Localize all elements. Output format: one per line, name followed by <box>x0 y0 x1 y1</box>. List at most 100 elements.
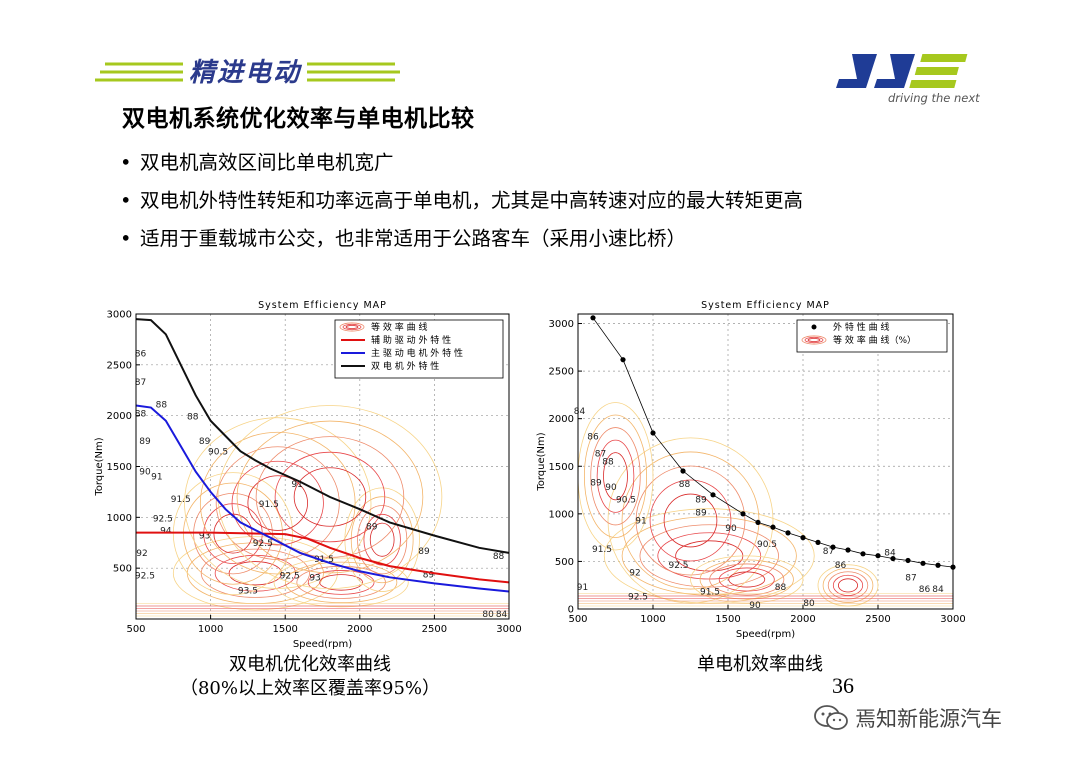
x-tick-label: 2000 <box>347 624 372 635</box>
contour-label: 86 <box>135 350 147 360</box>
x-tick-label: 2000 <box>790 614 815 625</box>
contour-line <box>255 436 405 558</box>
contour-label: 89 <box>366 523 378 533</box>
contour-line <box>319 574 364 591</box>
contour-line <box>639 524 779 588</box>
contour-label: 89 <box>418 547 430 557</box>
brand-logo-left: 精进电动 <box>95 50 405 94</box>
legend-swatch <box>345 325 359 329</box>
chart-title: System Efficiency MAP <box>701 300 830 311</box>
contour-line <box>293 467 367 527</box>
x-axis-label: Speed(rpm) <box>736 629 795 640</box>
y-axis-label: Torque(Nm) <box>94 437 105 496</box>
contour-line <box>728 571 766 588</box>
contour-line <box>231 460 324 546</box>
x-tick-label: 500 <box>126 624 145 635</box>
contour-label: 90 <box>749 601 761 611</box>
series-point <box>875 553 881 559</box>
contour-label: 91.5 <box>592 545 612 555</box>
single-motor-efficiency-chart: 84 86 87 88 89 90 90.5 91 88 89 90 90.5 89 91.5 92.5 92… <box>525 290 965 650</box>
contour-label: 91.5 <box>171 495 191 505</box>
chart-title: System Efficiency MAP <box>258 300 387 311</box>
right-caption-line1: 单电机效率曲线 <box>697 654 823 675</box>
contour-line <box>172 472 294 596</box>
series-point <box>620 357 626 363</box>
contour-line <box>172 536 338 611</box>
series-point <box>800 535 806 541</box>
y-tick-label: 1500 <box>549 462 574 473</box>
contour-label: 88 <box>187 413 199 423</box>
x-tick-label: 1500 <box>715 614 740 625</box>
legend-label: 主 驱 动 电 机 外 特 性 <box>371 347 463 359</box>
legend-label: 等 效 率 曲 线 <box>371 321 427 333</box>
contour-label: 88 <box>775 583 787 593</box>
y-tick-label: 2500 <box>107 360 132 371</box>
contour-line <box>578 402 654 551</box>
contour-label: 89 <box>199 437 211 447</box>
y-tick-label: 3000 <box>107 310 132 321</box>
bullet-list: 双电机高效区间比单电机宽广 双电机外特性转矩和功率远高于单电机，尤其是中高转速对… <box>118 148 858 262</box>
series-point <box>680 468 686 474</box>
legend-box <box>796 319 948 353</box>
legend-swatch <box>342 323 362 331</box>
contour-label: 91 <box>577 583 588 593</box>
contour-label: 92.5 <box>628 592 648 602</box>
contour-label: 93 <box>199 532 210 542</box>
y-tick-label: 0 <box>568 605 574 616</box>
series-point <box>935 562 941 568</box>
contour-line <box>273 557 409 608</box>
contour-label: 91 <box>635 516 646 526</box>
legend-swatch <box>801 335 827 345</box>
series-point <box>845 547 851 553</box>
contour-line <box>603 508 815 604</box>
contour-line <box>649 479 732 562</box>
contour-label: 89 <box>423 570 435 580</box>
contour-label: 93.5 <box>238 587 258 597</box>
contour-label: 84 <box>496 610 508 620</box>
contour-label: 87 <box>823 547 834 557</box>
contour-layer <box>136 405 509 617</box>
brand-name: 精进电动 <box>183 52 308 89</box>
contour-label: 88 <box>679 480 691 490</box>
x-tick-label: 1000 <box>198 624 223 635</box>
series-point <box>815 539 821 545</box>
contour-label: 90 <box>725 524 737 534</box>
legend-label: 辅 助 驱 动 外 特 性 <box>371 334 451 346</box>
watermark-text: 焉知新能源汽车 <box>855 707 1002 731</box>
dual-motor-efficiency-plot: 8687888889888990.5909191.592.594939292.5… <box>94 300 522 650</box>
contour-label: 87 <box>135 378 146 388</box>
series-point <box>770 524 776 530</box>
contour-line <box>217 405 443 589</box>
contour-label: 91 <box>291 480 302 490</box>
contour-label: 89 <box>590 478 602 488</box>
contour-label: 84 <box>884 549 896 559</box>
y-tick-label: 3000 <box>549 319 574 330</box>
brand-tagline: driving the next <box>888 91 980 105</box>
bullet-item: 双电机外特性转矩和功率远高于单电机，尤其是中高转速对应的最大转矩更高 <box>118 186 850 216</box>
contour-label: 90 <box>605 483 617 493</box>
contour-line <box>690 555 804 604</box>
contour-label: 86 <box>835 561 847 571</box>
contour-label: 89 <box>695 495 707 505</box>
series-line <box>135 404 510 593</box>
contour-label: 87 <box>595 450 606 460</box>
contour-line <box>274 451 386 543</box>
series-line <box>135 318 510 554</box>
contour-label: 80 <box>482 610 494 620</box>
contour-label: 92 <box>136 549 147 559</box>
contour-line <box>307 570 375 595</box>
contour-line <box>228 561 283 586</box>
contour-line <box>350 496 414 584</box>
series-point <box>905 557 911 564</box>
contour-label: 89 <box>695 509 707 519</box>
series-point <box>650 430 656 436</box>
legend-swatch <box>811 324 817 330</box>
series-point <box>785 530 791 536</box>
contour-line <box>285 561 398 604</box>
contour-label: 93 <box>309 573 320 583</box>
contour-line <box>590 427 641 526</box>
contour-label: 90.5 <box>616 495 636 505</box>
series-line <box>136 531 510 584</box>
legend-swatch <box>339 322 365 332</box>
series-point <box>710 492 716 498</box>
